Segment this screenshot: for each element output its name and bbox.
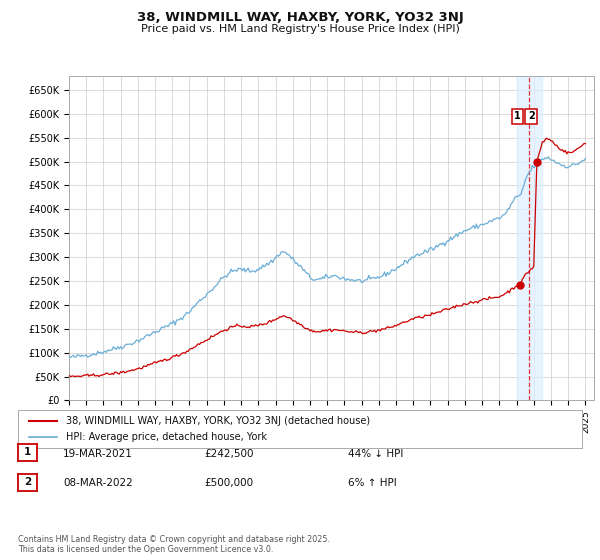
Text: Contains HM Land Registry data © Crown copyright and database right 2025.
This d: Contains HM Land Registry data © Crown c… <box>18 535 330 554</box>
Text: 08-MAR-2022: 08-MAR-2022 <box>63 478 133 488</box>
Bar <box>517 76 542 400</box>
Text: 2: 2 <box>24 477 31 487</box>
Text: £500,000: £500,000 <box>204 478 253 488</box>
Text: £242,500: £242,500 <box>204 449 254 459</box>
Text: 1: 1 <box>24 447 31 458</box>
Text: HPI: Average price, detached house, York: HPI: Average price, detached house, York <box>66 432 267 442</box>
Text: 1: 1 <box>514 111 521 121</box>
Text: 6% ↑ HPI: 6% ↑ HPI <box>348 478 397 488</box>
Text: 44% ↓ HPI: 44% ↓ HPI <box>348 449 403 459</box>
Text: 38, WINDMILL WAY, HAXBY, YORK, YO32 3NJ: 38, WINDMILL WAY, HAXBY, YORK, YO32 3NJ <box>137 11 463 24</box>
Text: 2: 2 <box>528 111 535 121</box>
Text: 19-MAR-2021: 19-MAR-2021 <box>63 449 133 459</box>
Text: Price paid vs. HM Land Registry's House Price Index (HPI): Price paid vs. HM Land Registry's House … <box>140 24 460 34</box>
Text: 38, WINDMILL WAY, HAXBY, YORK, YO32 3NJ (detached house): 38, WINDMILL WAY, HAXBY, YORK, YO32 3NJ … <box>66 416 370 426</box>
